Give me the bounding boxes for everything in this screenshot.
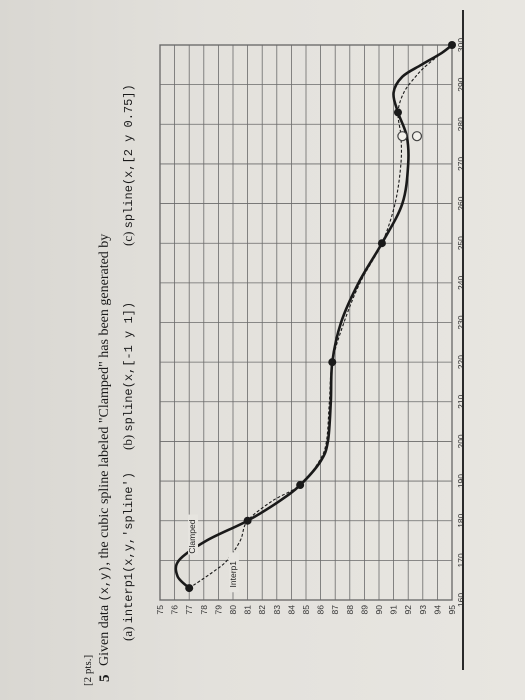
y-tick-label: 94 (432, 605, 442, 615)
chart-grid (159, 44, 453, 601)
y-tick-label: 83 (272, 605, 282, 615)
open-point (397, 131, 408, 142)
data-point (393, 108, 402, 117)
data-point (448, 41, 456, 49)
data-point (377, 239, 386, 248)
y-tick-label: 93 (418, 605, 428, 615)
y-tick-label: 88 (345, 605, 355, 615)
y-tick-label: 92 (403, 605, 413, 615)
series-label-interp1: Interp1 (228, 561, 238, 588)
y-tick-label: 91 (389, 605, 399, 615)
series-label-bg (188, 514, 199, 555)
x-tick-label: 200 (456, 434, 466, 448)
y-tick-label: 89 (359, 605, 369, 615)
chart-ticks: 160 170 180 190 200 210 220 230 240 250 260 270 280 2… (155, 38, 466, 615)
x-tick-label: 190 (456, 474, 466, 488)
y-tick-label: 77 (184, 605, 194, 615)
y-tick-label: 82 (257, 605, 267, 615)
x-tick-label: 180 (456, 513, 466, 527)
y-tick-label: 76 (170, 605, 180, 615)
data-point (328, 358, 337, 367)
chart-series (174, 43, 453, 590)
y-tick-label: 87 (330, 605, 340, 615)
data-point (185, 584, 194, 593)
y-tick-label: 86 (316, 605, 326, 615)
x-tick-label: 230 (456, 315, 466, 329)
x-tick-label: 270 (456, 157, 466, 171)
series-label-bg (228, 552, 239, 593)
y-tick-label: 78 (199, 605, 209, 615)
x-tick-label: 210 (456, 394, 466, 408)
x-tick-label: 250 (456, 236, 466, 250)
x-tick-label: 220 (456, 355, 466, 369)
y-tick-label: 95 (447, 605, 457, 615)
x-tick-label: 300 (456, 38, 466, 52)
y-tick-label: 81 (243, 605, 253, 615)
series-line-interp1 (188, 44, 453, 589)
chart-markers (185, 41, 456, 593)
y-tick-label: 84 (286, 605, 296, 615)
x-tick-label: 290 (456, 77, 466, 91)
series-line-clamped (174, 43, 453, 590)
data-point (243, 516, 252, 525)
x-tick-label: 160 (456, 593, 466, 607)
x-tick-label: 280 (456, 117, 466, 131)
divider-rule (462, 10, 464, 670)
data-point (296, 481, 305, 490)
y-tick-label: 75 (155, 605, 165, 615)
y-tick-label: 90 (374, 605, 384, 615)
y-tick-label: 85 (301, 605, 311, 615)
y-tick-label: 80 (228, 605, 238, 615)
x-tick-label: 260 (456, 196, 466, 210)
series-label-clamped: Clamped (187, 519, 197, 553)
x-tick-label: 170 (456, 553, 466, 567)
x-tick-label: 240 (456, 275, 466, 289)
open-point (411, 131, 423, 142)
y-tick-label: 79 (213, 605, 223, 615)
chart-series-labels: Interp1 Clamped (187, 514, 239, 593)
